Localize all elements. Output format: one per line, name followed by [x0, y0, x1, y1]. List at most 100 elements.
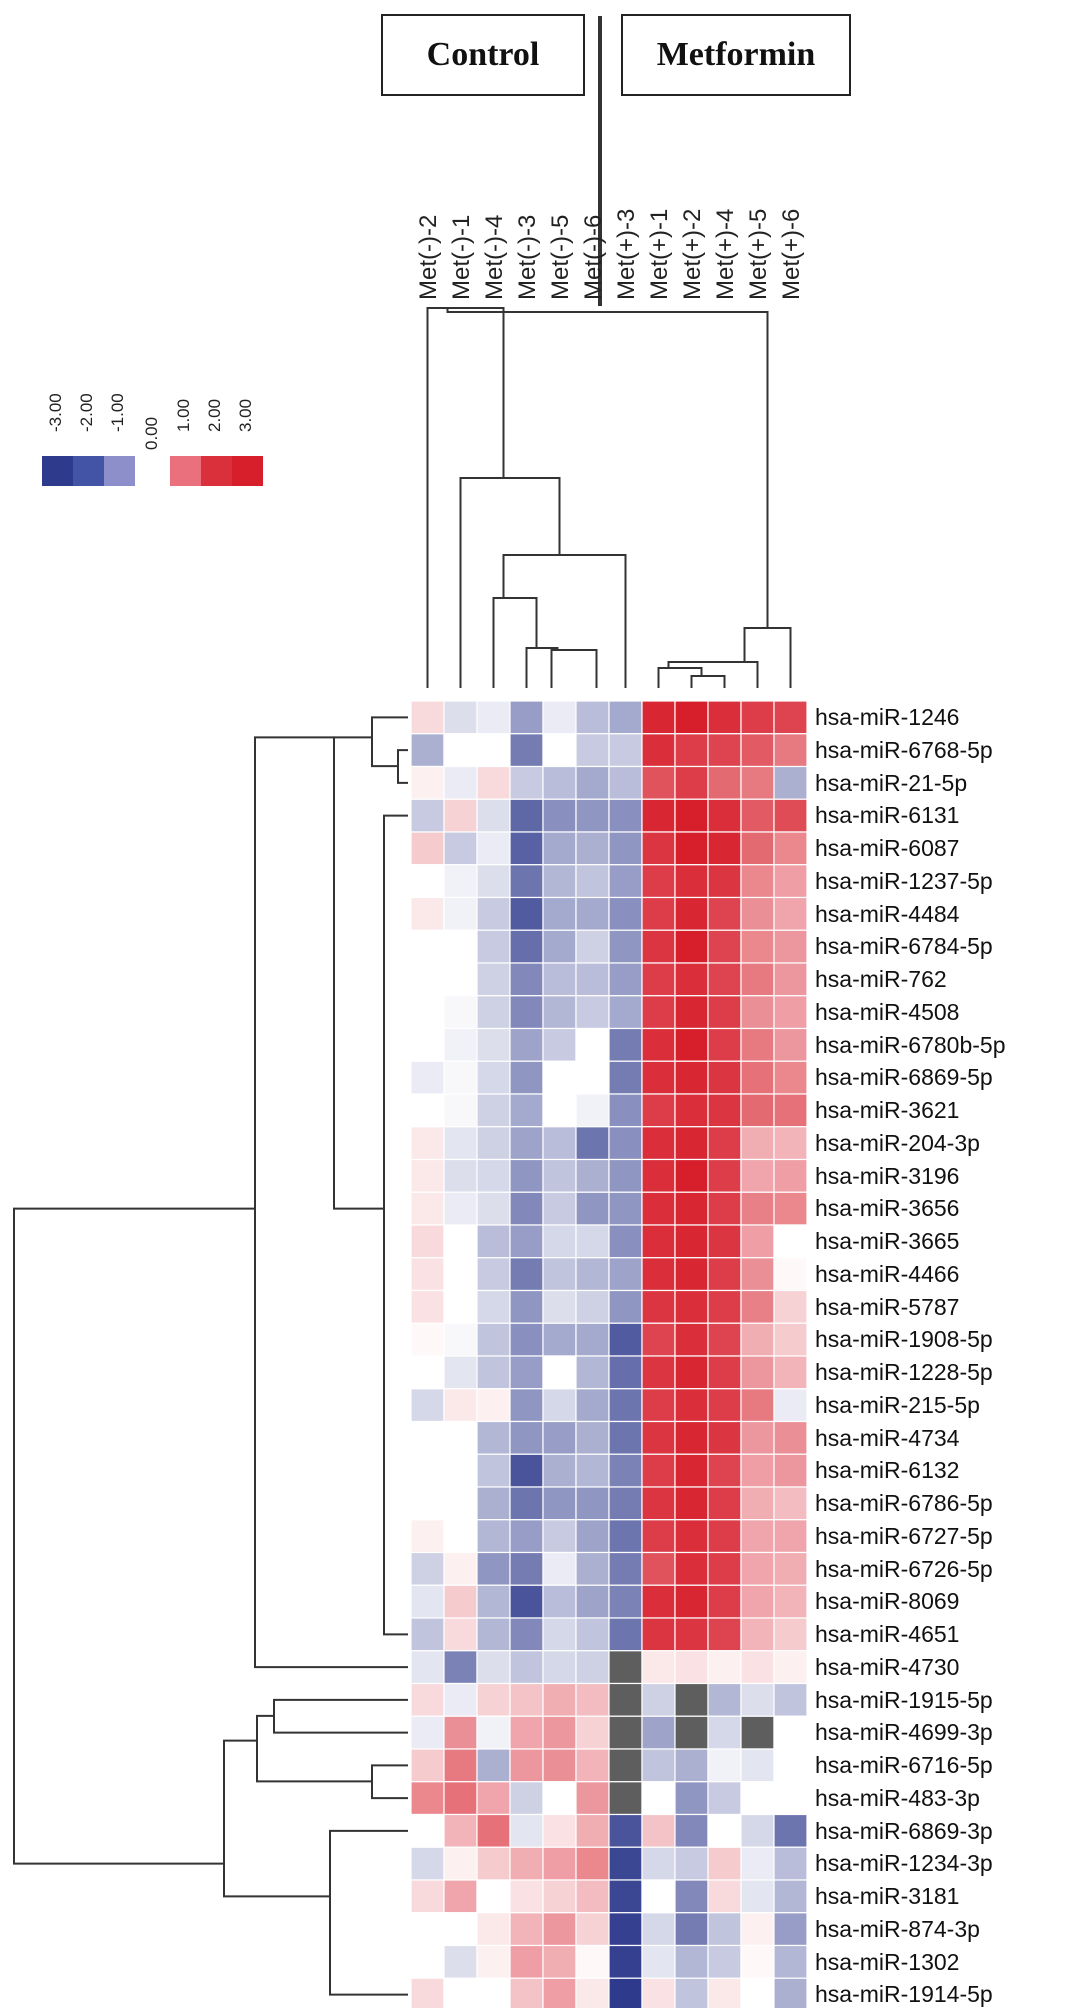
- heatmap-cell: [773, 1289, 808, 1324]
- heatmap-cell: [707, 1027, 742, 1062]
- heatmap-cell: [773, 1617, 808, 1652]
- heatmap-cell: [740, 1519, 775, 1554]
- heatmap-cell: [542, 995, 577, 1030]
- heatmap-cell: [740, 700, 775, 735]
- heatmap-cell: [509, 1224, 544, 1259]
- heatmap-cell: [542, 1748, 577, 1783]
- heatmap-cell: [773, 1813, 808, 1848]
- heatmap-cell: [608, 864, 643, 899]
- heatmap-cell: [740, 896, 775, 931]
- heatmap-cell: [542, 896, 577, 931]
- heatmap-cell: [575, 1519, 610, 1554]
- heatmap-cell: [575, 1093, 610, 1128]
- heatmap-cell: [608, 831, 643, 866]
- heatmap-cell: [707, 1617, 742, 1652]
- heatmap-cell: [575, 1224, 610, 1259]
- legend-swatch: [232, 456, 263, 486]
- heatmap-cell: [410, 1126, 445, 1161]
- heatmap-cell: [773, 1126, 808, 1161]
- heatmap-cell: [707, 1715, 742, 1750]
- heatmap-cell: [707, 1650, 742, 1685]
- heatmap-cell: [641, 1126, 676, 1161]
- heatmap-cell: [608, 962, 643, 997]
- heatmap-cell: [575, 733, 610, 768]
- heatmap-cell: [674, 1715, 709, 1750]
- heatmap-cell: [707, 831, 742, 866]
- heatmap-cell: [740, 1453, 775, 1488]
- heatmap-cell: [575, 798, 610, 833]
- heatmap-cell: [509, 700, 544, 735]
- heatmap-cell: [542, 1584, 577, 1619]
- row-label: hsa-miR-6727-5p: [815, 1522, 993, 1549]
- heatmap-cell: [674, 1158, 709, 1193]
- heatmap-cell: [509, 1322, 544, 1357]
- heatmap-cell: [509, 1060, 544, 1095]
- row-label: hsa-miR-21-5p: [815, 769, 968, 796]
- heatmap-cell: [773, 1781, 808, 1816]
- heatmap-cell: [641, 1093, 676, 1128]
- heatmap-cell: [674, 1617, 709, 1652]
- heatmap-cell: [410, 1617, 445, 1652]
- heatmap-cell: [674, 831, 709, 866]
- heatmap-cell: [740, 1126, 775, 1161]
- heatmap-cell: [707, 1519, 742, 1554]
- heatmap-cell: [608, 1519, 643, 1554]
- heatmap-cell: [509, 1519, 544, 1554]
- heatmap-cell: [476, 1715, 511, 1750]
- heatmap-cell: [641, 1453, 676, 1488]
- heatmap-cell: [509, 1912, 544, 1947]
- heatmap-cell: [443, 1879, 478, 1914]
- heatmap-cell: [476, 1453, 511, 1488]
- heatmap-cell: [509, 1257, 544, 1292]
- heatmap-cell: [740, 1846, 775, 1881]
- heatmap-cell: [674, 1355, 709, 1390]
- heatmap-cell: [674, 1944, 709, 1979]
- heatmap-cell: [443, 1977, 478, 2008]
- heatmap-cell: [476, 1093, 511, 1128]
- heatmap-cell: [575, 1944, 610, 1979]
- heatmap-cell: [443, 1584, 478, 1619]
- dendrogram-branch: [223, 1739, 330, 1898]
- heatmap-cell: [443, 896, 478, 931]
- heatmap-cell: [410, 831, 445, 866]
- heatmap-cell: [542, 1682, 577, 1717]
- heatmap-cell: [542, 1093, 577, 1128]
- heatmap-cell: [575, 1748, 610, 1783]
- row-label: hsa-miR-4484: [815, 900, 960, 927]
- heatmap-cell: [542, 1289, 577, 1324]
- heatmap-cell: [476, 1388, 511, 1423]
- heatmap-cell: [509, 1846, 544, 1881]
- heatmap-cell: [542, 1879, 577, 1914]
- heatmap-cell: [641, 831, 676, 866]
- heatmap-cell: [542, 1781, 577, 1816]
- heatmap-cell: [476, 1289, 511, 1324]
- heatmap-cell: [674, 1322, 709, 1357]
- heatmap-cell: [476, 1191, 511, 1226]
- heatmap-cell: [674, 765, 709, 800]
- heatmap-cell: [575, 1617, 610, 1652]
- heatmap-cell: [443, 700, 478, 735]
- heatmap-cell: [740, 864, 775, 899]
- heatmap-cell: [707, 1388, 742, 1423]
- heatmap-cell: [476, 1551, 511, 1586]
- heatmap-cell: [707, 1813, 742, 1848]
- heatmap-cell: [575, 864, 610, 899]
- heatmap-cell: [575, 1650, 610, 1685]
- column-label: Met(-)-3: [514, 214, 541, 300]
- heatmap-cell: [707, 1486, 742, 1521]
- heatmap-cell: [641, 1289, 676, 1324]
- heatmap-cell: [476, 1944, 511, 1979]
- heatmap-cell: [476, 1158, 511, 1193]
- heatmap-cell: [410, 1650, 445, 1685]
- heatmap-cell: [773, 1486, 808, 1521]
- heatmap-cell: [575, 1126, 610, 1161]
- heatmap-cell: [410, 765, 445, 800]
- row-label: hsa-miR-1246: [815, 704, 960, 730]
- heatmap-cell: [542, 1715, 577, 1750]
- heatmap-cell: [608, 1027, 643, 1062]
- heatmap-cell: [509, 1650, 544, 1685]
- row-label: hsa-miR-6131: [815, 802, 960, 829]
- heatmap-cell: [443, 1650, 478, 1685]
- heatmap-cell: [674, 1551, 709, 1586]
- heatmap-cell: [674, 1519, 709, 1554]
